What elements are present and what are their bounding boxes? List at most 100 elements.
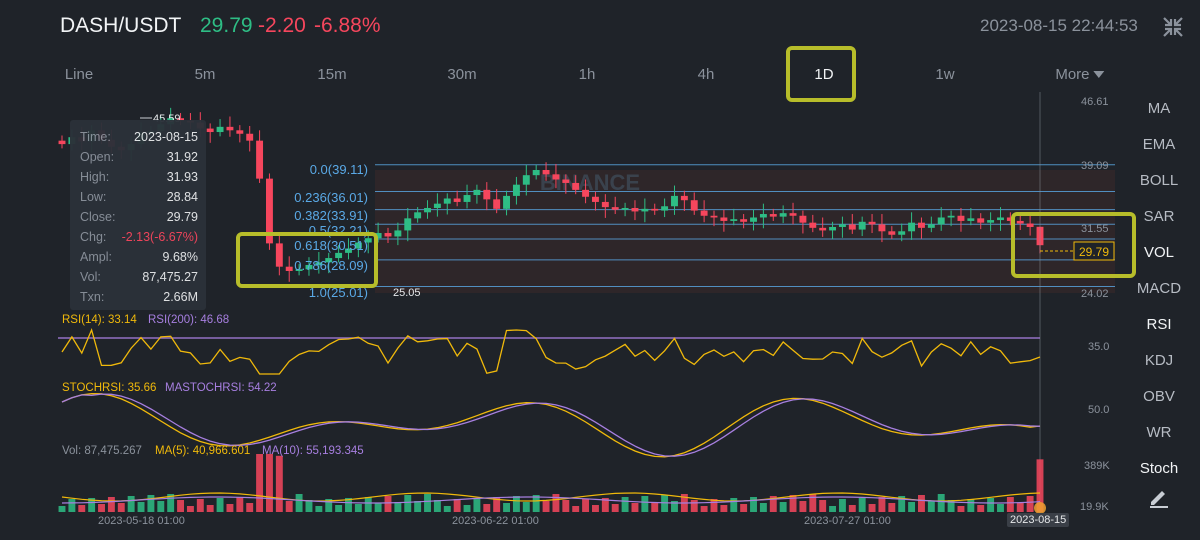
tab-1h[interactable]: 1h — [578, 66, 596, 83]
date-label-1: 2023-05-18 01:00 — [98, 515, 185, 527]
candle-body — [977, 218, 985, 223]
tt-key: Chg: — [80, 230, 107, 244]
volume-bar — [700, 506, 708, 512]
volume-bar — [789, 495, 797, 512]
tt-key: Open: — [80, 150, 115, 164]
candle-body — [552, 174, 560, 180]
header: DASH/USDT 29.79 -2.20 -6.88% 2023-08-15 … — [0, 0, 1200, 56]
indicator-ema[interactable]: EMA — [1142, 136, 1176, 153]
vol-ma10-line — [61, 496, 1041, 504]
volume-bar — [967, 499, 975, 512]
volume-bar — [997, 504, 1004, 512]
fib-label-1: 1.0(25.01) — [308, 285, 368, 300]
volume-bar — [542, 501, 550, 512]
candle-body — [216, 126, 224, 133]
indicator-vol[interactable]: VOL — [1143, 244, 1174, 261]
collapse-arrows-icon[interactable] — [1160, 14, 1186, 40]
last-price: 29.79 — [200, 14, 253, 37]
tt-key: Close: — [80, 210, 116, 224]
candle-body — [888, 231, 896, 235]
indicator-sar[interactable]: SAR — [1143, 208, 1175, 225]
mastochrsi-line — [61, 393, 1041, 457]
candle-body — [799, 215, 807, 223]
pencil-icon[interactable] — [1148, 486, 1170, 508]
candle-body — [858, 221, 866, 230]
volume-bar — [206, 505, 214, 512]
candle-body — [671, 195, 678, 207]
tab-30m[interactable]: 30m — [447, 66, 477, 83]
price-change: -2.20 — [258, 14, 306, 37]
date-label-current: 2023-08-15 — [1007, 513, 1070, 527]
volume-bar — [345, 498, 352, 512]
tab-more[interactable]: More — [1055, 66, 1105, 83]
candle-body — [177, 118, 185, 121]
candle-body — [789, 213, 797, 216]
candle-body — [473, 189, 481, 196]
indicator-wr[interactable]: WR — [1146, 424, 1172, 441]
volume-bar — [236, 497, 244, 512]
indicator-ma[interactable]: MA — [1147, 100, 1171, 117]
tab-15m[interactable]: 15m — [317, 66, 347, 83]
volume-bar — [848, 505, 856, 512]
volume-bar — [315, 506, 323, 512]
tab-more-label: More — [1055, 66, 1090, 83]
fib-label-618: 0.618(30.51) — [294, 238, 368, 253]
volume-bar — [364, 497, 372, 512]
tt-row-close: Close: 29.79 — [80, 210, 198, 230]
candle-body — [256, 140, 264, 179]
volume-bar — [265, 454, 273, 512]
volume-bar — [1016, 503, 1024, 512]
tt-value: 31.92 — [166, 150, 198, 164]
vol-axis-bottom: 19.9K — [1080, 501, 1109, 513]
caret-down-icon — [1093, 71, 1105, 79]
tt-row-txn: Txn: 2.66M — [80, 290, 198, 310]
volume-bar — [117, 503, 125, 512]
binance-watermark: BINANCE — [540, 170, 640, 195]
tab-4h[interactable]: 4h — [697, 66, 715, 83]
volume-bar — [473, 498, 481, 512]
rsi14-line — [61, 328, 1041, 375]
tab-1w[interactable]: 1w — [935, 66, 955, 83]
indicator-rsi[interactable]: RSI — [1146, 316, 1172, 333]
candle-body — [206, 128, 214, 133]
candle-body — [335, 252, 343, 259]
indicator-obv[interactable]: OBV — [1143, 388, 1175, 405]
candle-body — [572, 182, 580, 190]
candle-body — [325, 258, 333, 263]
tab-line[interactable]: Line — [64, 66, 94, 83]
volume-bar — [58, 506, 66, 512]
fib-label-382: 0.382(33.91) — [294, 208, 368, 223]
low-marker: 25.05 — [393, 287, 421, 299]
volume-bar — [957, 506, 965, 512]
volume-bar — [325, 499, 333, 512]
indicator-macd[interactable]: MACD — [1136, 280, 1182, 297]
candle-body — [700, 210, 708, 216]
candle-body — [443, 198, 451, 204]
candle-body — [503, 195, 511, 209]
candle-body — [987, 220, 995, 223]
pair-title[interactable]: DASH/USDT — [60, 14, 182, 37]
stochrsi-line — [61, 392, 1041, 458]
candle-body — [779, 213, 787, 217]
tab-5m[interactable]: 5m — [194, 66, 216, 83]
candle-body — [947, 215, 955, 218]
volume-bar — [917, 495, 925, 512]
indicator-boll[interactable]: BOLL — [1139, 172, 1179, 189]
volume-bar — [384, 496, 392, 512]
indicator-stoch[interactable]: Stoch — [1139, 460, 1179, 477]
candle-body — [651, 208, 659, 211]
price-axis-top: 46.61 — [1081, 96, 1109, 108]
volume-bar — [898, 496, 906, 512]
tt-row-open: Open: 31.92 — [80, 150, 198, 170]
candle-body — [315, 262, 323, 265]
indicator-kdj[interactable]: KDJ — [1144, 352, 1174, 369]
tab-1d[interactable]: 1D — [814, 66, 834, 83]
candle-body — [512, 184, 520, 196]
tt-key: High: — [80, 170, 110, 184]
candle-body — [611, 207, 619, 210]
volume-bar — [335, 505, 343, 512]
candle-body — [601, 201, 609, 208]
volume-bar — [878, 497, 886, 512]
candle-body — [562, 179, 570, 183]
